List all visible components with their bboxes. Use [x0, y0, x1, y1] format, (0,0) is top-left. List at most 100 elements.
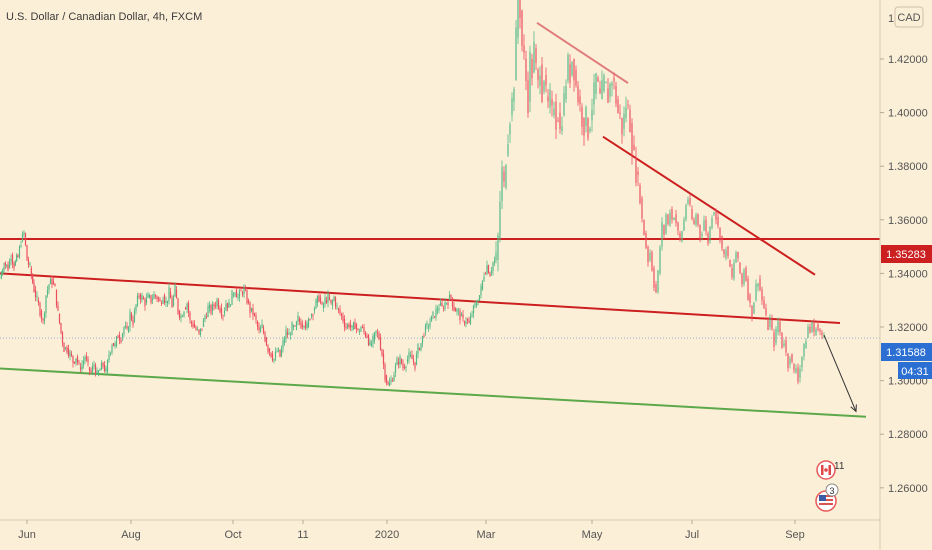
- candle-body: [803, 344, 805, 357]
- candle-body: [469, 316, 472, 325]
- us-event-marker[interactable]: 3: [815, 483, 839, 512]
- candle-body: [761, 289, 763, 301]
- candle-body: [408, 352, 410, 360]
- y-tick-label: 1.34000: [888, 268, 928, 280]
- candle-body: [318, 295, 320, 302]
- candle-body: [375, 330, 377, 333]
- candle-body: [351, 325, 353, 328]
- candle-body: [621, 117, 623, 135]
- candle-body: [321, 302, 323, 305]
- candle-body: [495, 252, 497, 261]
- trend-line-upper-wedge[interactable]: [536, 21, 629, 84]
- time-axis[interactable]: Jun Aug Oct 11 2020 Mar May Jul Sep: [18, 520, 805, 541]
- currency-button[interactable]: CAD: [894, 6, 924, 28]
- candle-body: [733, 262, 735, 279]
- candle-body: [399, 356, 401, 365]
- candle-body: [551, 99, 553, 106]
- candle-body: [105, 368, 107, 372]
- candle-body: [73, 361, 76, 364]
- candle-body: [306, 323, 308, 328]
- candle-body: [595, 73, 597, 94]
- candle-body: [699, 225, 701, 238]
- candle-body: [767, 318, 769, 330]
- candle-body: [238, 290, 241, 298]
- candle-body: [627, 104, 629, 106]
- candle-body: [601, 80, 603, 100]
- candle-body: [96, 370, 98, 375]
- candle-body: [755, 284, 757, 301]
- candle-body: [477, 303, 479, 305]
- candle-body: [343, 318, 346, 327]
- x-tick-label: 2020: [375, 529, 399, 541]
- trend-line-channel-top[interactable]: [0, 272, 841, 324]
- candle-body: [631, 123, 633, 156]
- candle-body: [391, 380, 394, 382]
- candle-body: [511, 98, 513, 116]
- candle-body: [385, 375, 388, 384]
- candle-body: [6, 264, 8, 266]
- candle-body: [769, 317, 771, 328]
- candle-body: [789, 358, 791, 365]
- trend-lines-layer: [0, 21, 880, 418]
- candle-body: [384, 364, 386, 381]
- candle-body: [16, 255, 18, 262]
- candle-body: [459, 310, 461, 321]
- candle-body: [195, 327, 197, 330]
- candle-body: [213, 304, 215, 307]
- candle-body: [157, 297, 160, 300]
- candle-body: [725, 250, 727, 258]
- candle-body: [625, 107, 627, 118]
- candle-body: [23, 232, 25, 234]
- candle-body: [435, 308, 437, 318]
- candle-body: [327, 293, 329, 303]
- candle-body: [196, 329, 199, 331]
- candle-body: [2, 270, 4, 274]
- candle-body: [444, 302, 446, 309]
- candle-body: [753, 302, 755, 314]
- candle-body: [519, 0, 521, 18]
- candle-body: [655, 284, 657, 293]
- candle-body: [749, 294, 751, 303]
- candle-body: [258, 326, 260, 330]
- candle-body: [793, 364, 795, 371]
- candle-body: [360, 327, 362, 332]
- candle-body: [445, 302, 448, 304]
- candle-body: [133, 310, 136, 322]
- candle-body: [463, 321, 466, 324]
- candle-body: [222, 315, 224, 317]
- price-axis[interactable]: 1.42000 1.40000 1.38000 1.36000 1.34000 1.320…: [880, 13, 928, 495]
- candle-body: [132, 319, 134, 325]
- candle-body: [235, 289, 238, 298]
- candle-body: [615, 85, 617, 104]
- candle-body: [70, 353, 73, 356]
- candle-body: [697, 214, 699, 225]
- candle-body: [765, 308, 767, 315]
- candle-body: [97, 370, 100, 376]
- currency-label: CAD: [897, 12, 920, 24]
- candle-body: [225, 303, 227, 311]
- candle-body: [243, 286, 245, 295]
- candle-body: [603, 75, 605, 92]
- candle-body: [405, 366, 407, 369]
- candle-body: [94, 364, 97, 375]
- candle-body: [112, 343, 115, 347]
- trend-line-channel-bottom[interactable]: [0, 367, 867, 418]
- candle-body: [333, 296, 335, 301]
- candle-body: [432, 312, 434, 316]
- candle-body: [382, 353, 385, 365]
- canada-event-marker[interactable]: 11: [816, 460, 845, 480]
- candle-body: [763, 300, 765, 309]
- projection-arrow[interactable]: [823, 334, 857, 412]
- trend-line-descending-trend[interactable]: [602, 135, 816, 276]
- candle-body: [339, 309, 341, 314]
- candle-body: [7, 264, 9, 271]
- candle-body: [153, 293, 155, 300]
- candle-body: [205, 316, 208, 318]
- candle-body: [387, 383, 389, 385]
- candle-body: [8, 260, 11, 269]
- candle-body: [559, 112, 561, 129]
- candle-body: [13, 263, 15, 269]
- canada-event-count: 11: [834, 461, 845, 472]
